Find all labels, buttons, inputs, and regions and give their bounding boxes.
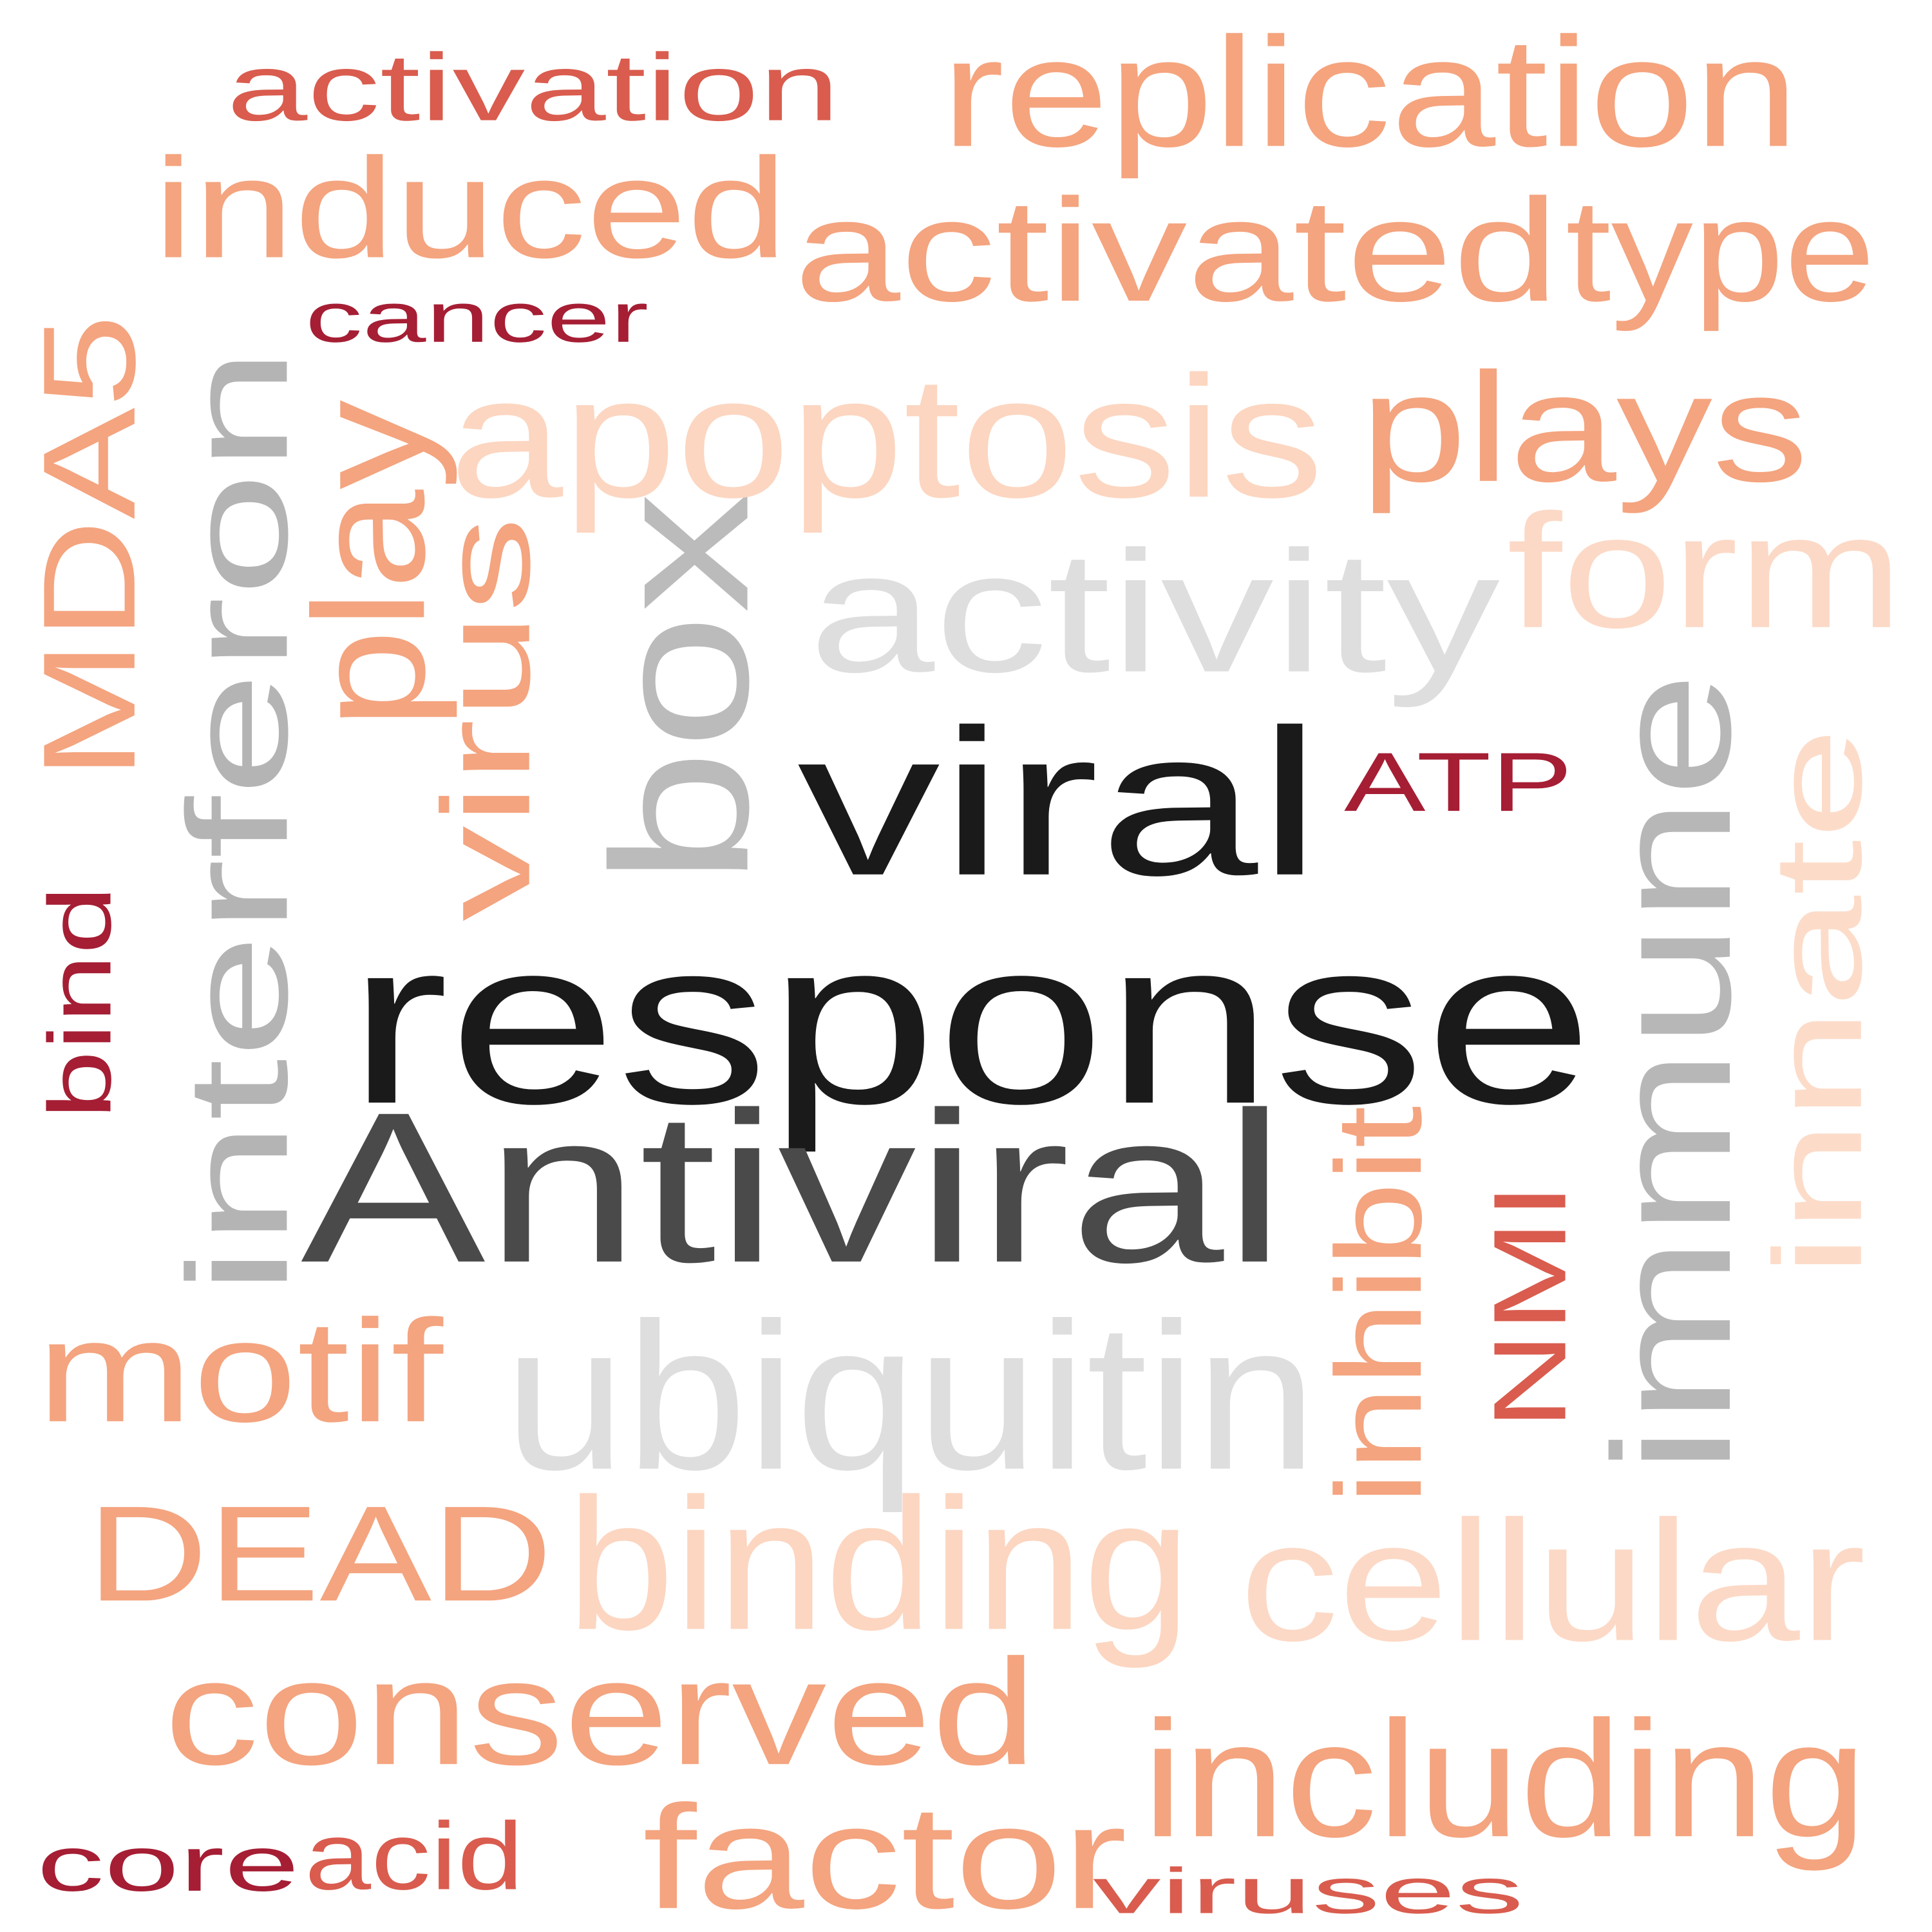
word-acid: acid — [305, 1802, 524, 1910]
word-induced: induced — [153, 128, 788, 288]
word-box: box — [571, 491, 790, 886]
word-including: including — [1142, 1686, 1867, 1871]
word-viruses: viruses — [1093, 1855, 1524, 1927]
word-inhibit: inhibit — [1311, 1106, 1448, 1505]
word-response: response — [348, 890, 1593, 1153]
word-factor: factor — [643, 1775, 1127, 1932]
word-activity: activity — [809, 515, 1500, 708]
word-mda5: MDA5 — [15, 314, 163, 781]
word-bind: bind — [30, 886, 130, 1119]
word-plays: plays — [1360, 341, 1808, 515]
word-core: core — [37, 1820, 299, 1908]
word-motif: motif — [37, 1289, 443, 1453]
word-virus: virus — [417, 516, 556, 922]
word-conserved: conserved — [164, 1627, 1037, 1797]
word-atp: ATP — [1344, 735, 1573, 829]
word-viral: viral — [797, 686, 1321, 919]
word-cancer: cancer — [305, 277, 649, 357]
word-replication: replication — [942, 5, 1799, 180]
word-activated: activated — [794, 168, 1559, 332]
word-innate: innate — [1748, 727, 1888, 1278]
word-binding: binding — [567, 1459, 1191, 1669]
word-nmi: NMI — [1472, 1182, 1588, 1430]
word-antiviral: Antiviral — [301, 1066, 1285, 1307]
word-activation: activation — [227, 34, 840, 141]
word-form: form — [1507, 480, 1903, 662]
word-apoptosis: apoptosis — [450, 339, 1323, 534]
word-type: type — [1566, 168, 1875, 332]
word-cellular: cellular — [1240, 1485, 1866, 1677]
word-ubiquitin: ubiquitin — [504, 1279, 1317, 1513]
word-dead: DEAD — [87, 1478, 553, 1630]
word-immune: immune — [1578, 672, 1766, 1475]
